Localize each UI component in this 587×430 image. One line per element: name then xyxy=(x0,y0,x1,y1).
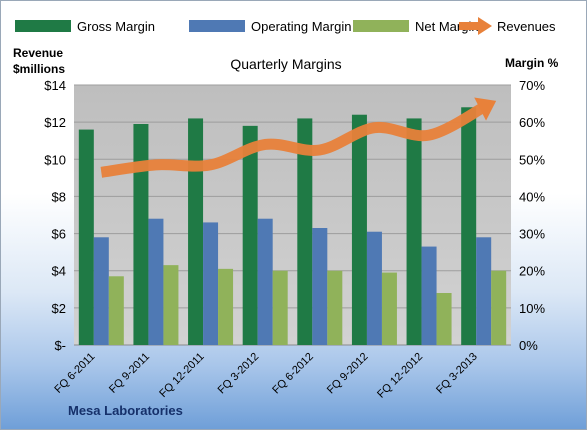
bar-gross-margin xyxy=(406,118,422,345)
bar-gross-margin xyxy=(242,125,258,345)
bar-net-margin xyxy=(163,265,179,345)
revenues-line xyxy=(100,102,487,178)
right-tick-label: 60% xyxy=(519,115,545,130)
right-tick-label: 40% xyxy=(519,189,545,204)
revenues-arrowhead xyxy=(474,97,497,121)
legend-swatch xyxy=(189,20,245,32)
x-tick-label: FQ 3-2012 xyxy=(216,351,262,397)
left-tick-label: $4 xyxy=(52,264,66,279)
x-tick-label: FQ 9-2012 xyxy=(325,351,371,397)
bar-net-margin xyxy=(436,293,452,345)
left-axis-title-line2: $millions xyxy=(13,62,65,76)
bars xyxy=(78,107,507,346)
legend: Gross Margin Operating Margin Net Margin Re… xyxy=(15,17,556,35)
footer-company: Mesa Laboratories xyxy=(68,403,183,418)
left-tick-label: $6 xyxy=(52,227,66,242)
bar-operating-margin xyxy=(93,237,109,345)
left-tick-label: $10 xyxy=(44,152,66,167)
right-tick-label: 30% xyxy=(519,227,545,242)
bar-net-margin xyxy=(272,270,288,345)
left-tick-label: $2 xyxy=(52,301,66,316)
legend-swatch xyxy=(353,20,409,32)
bar-gross-margin xyxy=(188,118,204,345)
x-tick-label: FQ 3-2013 xyxy=(434,351,480,397)
left-tick-label: $- xyxy=(54,338,66,353)
legend-label: Revenues xyxy=(497,19,556,34)
right-tick-label: 20% xyxy=(519,264,545,279)
legend-swatch-arrow xyxy=(478,17,492,35)
legend-label: Gross Margin xyxy=(77,19,155,34)
bar-operating-margin xyxy=(257,218,273,345)
bar-operating-margin xyxy=(312,228,328,345)
bar-net-margin xyxy=(381,272,397,345)
left-tick-label: $8 xyxy=(52,189,66,204)
x-tick-label: FQ 9-2011 xyxy=(107,351,152,396)
bar-net-margin xyxy=(327,270,343,345)
legend-label: Operating Margin xyxy=(251,19,351,34)
bar-gross-margin xyxy=(133,124,149,345)
bar-net-margin xyxy=(108,276,124,345)
legend-swatch xyxy=(15,20,71,32)
bar-net-margin xyxy=(491,270,507,345)
bar-operating-margin xyxy=(421,246,437,345)
bar-gross-margin xyxy=(78,129,94,345)
bar-operating-margin xyxy=(476,237,492,345)
bar-gross-margin xyxy=(297,118,313,345)
x-tick-label: FQ 6-2012 xyxy=(270,351,316,397)
bar-operating-margin xyxy=(203,222,219,345)
right-tick-label: 50% xyxy=(519,152,545,167)
bar-gross-margin xyxy=(461,107,477,346)
bar-gross-margin xyxy=(351,114,367,345)
right-axis-title: Margin % xyxy=(505,56,559,70)
bar-net-margin xyxy=(218,268,234,345)
right-tick-label: 0% xyxy=(519,338,538,353)
left-tick-label: $12 xyxy=(44,115,66,130)
bar-operating-margin xyxy=(148,218,164,345)
right-tick-label: 10% xyxy=(519,301,545,316)
x-tick-label: FQ 12-2011 xyxy=(157,351,206,400)
left-axis-title-line1: Revenue xyxy=(13,46,63,60)
x-tick-label: FQ 6-2011 xyxy=(52,351,97,396)
bar-operating-margin xyxy=(366,231,382,345)
right-tick-label: 70% xyxy=(519,78,545,93)
left-tick-label: $14 xyxy=(44,78,66,93)
revenue-line xyxy=(100,97,497,178)
x-tick-label: FQ 12-2012 xyxy=(375,351,425,401)
chart-title: Quarterly Margins xyxy=(230,56,341,72)
